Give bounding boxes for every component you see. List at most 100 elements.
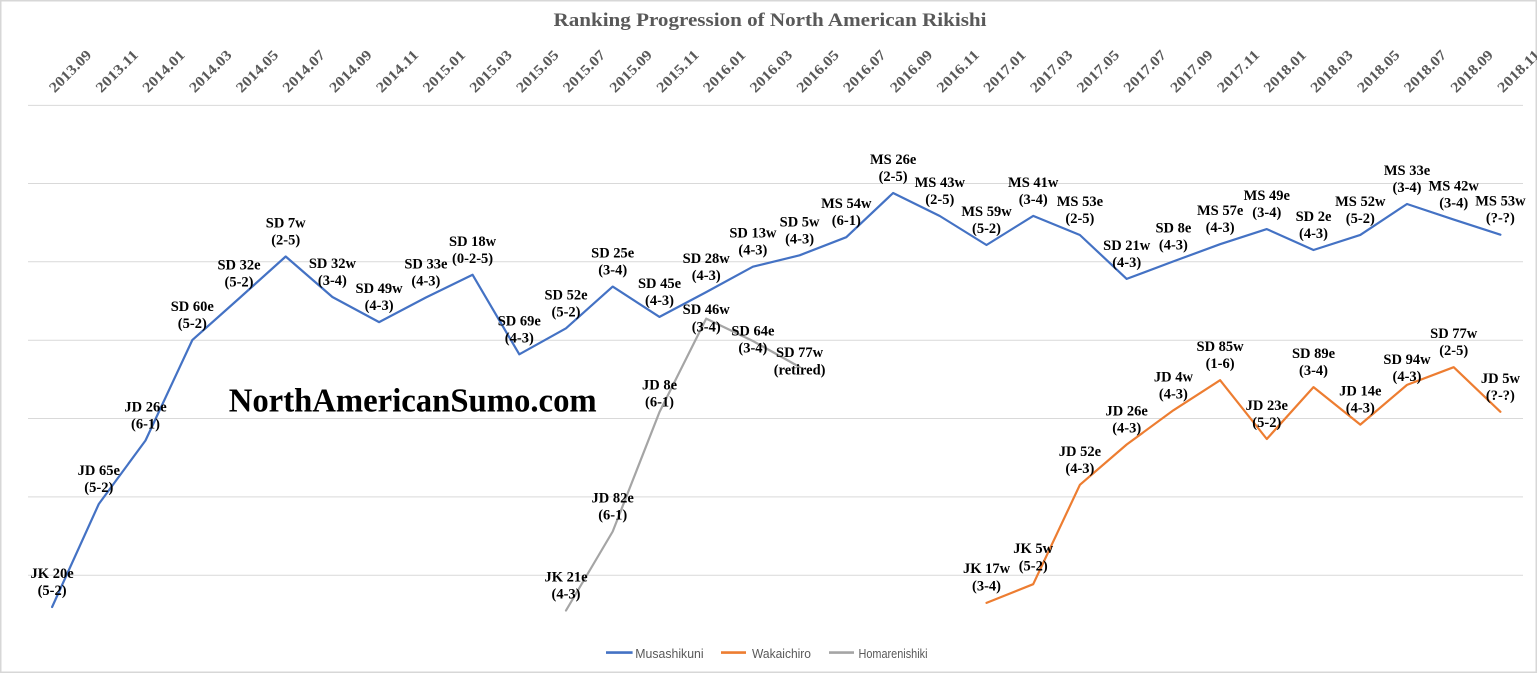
- svg-text:Ranking Progression of North A: Ranking Progression of North American Ri…: [554, 10, 987, 31]
- svg-text:(?-?): (?-?): [1486, 388, 1515, 404]
- svg-text:(4-3): (4-3): [785, 231, 814, 247]
- svg-text:MS 53e: MS 53e: [1057, 194, 1104, 210]
- svg-text:JD 23e: JD 23e: [1246, 398, 1289, 414]
- svg-text:(4-3): (4-3): [505, 330, 534, 346]
- svg-text:MS 41w: MS 41w: [1008, 175, 1059, 191]
- svg-text:MS 49e: MS 49e: [1244, 188, 1291, 204]
- svg-text:(5-2): (5-2): [1252, 415, 1281, 431]
- svg-text:SD 94w: SD 94w: [1383, 352, 1431, 368]
- svg-text:(5-2): (5-2): [1019, 559, 1048, 575]
- svg-text:MS 43w: MS 43w: [915, 175, 966, 191]
- svg-text:MS 26e: MS 26e: [870, 152, 917, 168]
- svg-text:(2-5): (2-5): [1439, 343, 1468, 359]
- svg-text:JK 17w: JK 17w: [963, 561, 1011, 577]
- svg-text:(5-2): (5-2): [1346, 211, 1375, 227]
- svg-text:(4-3): (4-3): [1112, 421, 1141, 437]
- svg-text:Wakaichiro: Wakaichiro: [752, 646, 811, 661]
- svg-text:(4-3): (4-3): [365, 298, 394, 314]
- svg-text:(3-4): (3-4): [692, 320, 721, 336]
- svg-text:JD 14e: JD 14e: [1339, 384, 1382, 400]
- svg-text:JD 26e: JD 26e: [124, 400, 167, 416]
- svg-text:(retired): (retired): [774, 363, 826, 379]
- svg-text:(6-1): (6-1): [832, 213, 861, 229]
- svg-text:Musashikuni: Musashikuni: [635, 646, 703, 661]
- svg-text:(0-2-5): (0-2-5): [452, 251, 493, 267]
- svg-text:NorthAmericanSumo.com: NorthAmericanSumo.com: [229, 383, 597, 420]
- svg-text:(6-1): (6-1): [598, 508, 627, 524]
- svg-text:(4-3): (4-3): [738, 243, 767, 259]
- svg-text:JD 8e: JD 8e: [642, 378, 678, 394]
- svg-text:JD 82e: JD 82e: [592, 491, 635, 507]
- svg-text:MS 33e: MS 33e: [1384, 163, 1431, 179]
- svg-text:(3-4): (3-4): [972, 579, 1001, 595]
- svg-text:JD 52e: JD 52e: [1059, 444, 1102, 460]
- svg-text:JD 26e: JD 26e: [1106, 404, 1149, 420]
- svg-text:SD 69e: SD 69e: [498, 313, 542, 329]
- svg-text:(2-5): (2-5): [879, 169, 908, 185]
- svg-text:SD 8e: SD 8e: [1155, 220, 1191, 236]
- svg-text:SD 7w: SD 7w: [266, 216, 306, 232]
- svg-text:(5-2): (5-2): [178, 316, 207, 332]
- svg-text:(4-3): (4-3): [1346, 401, 1375, 417]
- svg-text:MS 53w: MS 53w: [1475, 194, 1526, 210]
- svg-text:(3-4): (3-4): [318, 273, 347, 289]
- svg-text:SD 46w: SD 46w: [683, 302, 731, 318]
- svg-text:(3-4): (3-4): [738, 341, 767, 357]
- svg-text:(4-3): (4-3): [1159, 237, 1188, 253]
- svg-text:Homarenishiki: Homarenishiki: [859, 646, 928, 661]
- svg-text:(6-1): (6-1): [645, 395, 674, 411]
- svg-text:JD 4w: JD 4w: [1154, 369, 1194, 385]
- svg-text:JK 5w: JK 5w: [1013, 541, 1053, 557]
- svg-text:SD 32e: SD 32e: [217, 258, 261, 274]
- svg-text:SD 25e: SD 25e: [591, 246, 635, 262]
- svg-text:(3-4): (3-4): [598, 263, 627, 279]
- svg-text:(1-6): (1-6): [1206, 356, 1235, 372]
- svg-text:MS 42w: MS 42w: [1429, 179, 1480, 195]
- svg-text:JD 5w: JD 5w: [1481, 371, 1521, 387]
- svg-text:SD 77w: SD 77w: [776, 345, 824, 361]
- svg-text:JD 65e: JD 65e: [78, 463, 121, 479]
- svg-text:SD 2e: SD 2e: [1296, 209, 1332, 225]
- svg-text:(5-2): (5-2): [552, 304, 581, 320]
- svg-text:SD 28w: SD 28w: [683, 251, 731, 267]
- svg-text:(4-3): (4-3): [645, 293, 674, 309]
- svg-text:SD 89e: SD 89e: [1292, 346, 1336, 362]
- svg-text:(5-2): (5-2): [38, 583, 67, 599]
- svg-text:SD 5w: SD 5w: [780, 214, 820, 230]
- svg-text:SD 18w: SD 18w: [449, 234, 497, 250]
- svg-text:SD 32w: SD 32w: [309, 256, 357, 272]
- svg-text:(2-5): (2-5): [1065, 211, 1094, 227]
- svg-text:(3-4): (3-4): [1393, 180, 1422, 196]
- svg-text:(5-2): (5-2): [225, 275, 254, 291]
- svg-text:JK 20e: JK 20e: [31, 566, 75, 582]
- svg-text:(3-4): (3-4): [1439, 196, 1468, 212]
- svg-text:MS 52w: MS 52w: [1335, 194, 1386, 210]
- svg-text:SD 77w: SD 77w: [1430, 326, 1478, 342]
- svg-text:(?-?): (?-?): [1486, 211, 1515, 227]
- svg-text:SD 64e: SD 64e: [731, 324, 775, 340]
- svg-text:MS 59w: MS 59w: [961, 204, 1012, 220]
- svg-text:(2-5): (2-5): [925, 192, 954, 208]
- svg-text:SD 49w: SD 49w: [356, 281, 404, 297]
- svg-text:(4-3): (4-3): [411, 274, 440, 290]
- svg-text:(4-3): (4-3): [1206, 220, 1235, 236]
- svg-text:(4-3): (4-3): [1065, 461, 1094, 477]
- svg-text:(4-3): (4-3): [1393, 369, 1422, 385]
- svg-text:SD 60e: SD 60e: [171, 299, 215, 315]
- svg-text:(3-4): (3-4): [1252, 205, 1281, 221]
- svg-text:MS 57e: MS 57e: [1197, 203, 1244, 219]
- svg-text:SD 13w: SD 13w: [729, 226, 777, 242]
- svg-text:SD 33e: SD 33e: [404, 257, 448, 273]
- svg-text:(5-2): (5-2): [972, 221, 1001, 237]
- svg-text:(4-3): (4-3): [1159, 386, 1188, 402]
- svg-text:(4-3): (4-3): [552, 587, 581, 603]
- svg-text:(3-4): (3-4): [1299, 363, 1328, 379]
- svg-text:(5-2): (5-2): [84, 480, 113, 496]
- svg-text:(4-3): (4-3): [1299, 226, 1328, 242]
- svg-text:(4-3): (4-3): [1112, 255, 1141, 271]
- svg-text:(3-4): (3-4): [1019, 192, 1048, 208]
- svg-text:(6-1): (6-1): [131, 417, 160, 433]
- svg-text:SD 52e: SD 52e: [544, 287, 588, 303]
- svg-text:JK 21e: JK 21e: [544, 570, 588, 586]
- svg-text:(2-5): (2-5): [271, 233, 300, 249]
